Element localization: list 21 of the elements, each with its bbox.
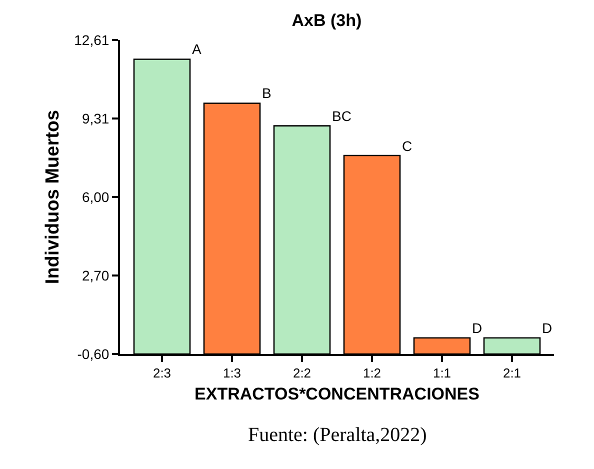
x-axis-title: EXTRACTOS*CONCENTRACIONES: [194, 384, 480, 404]
data-label: BC: [332, 108, 352, 124]
x-tick-label: 2:1: [502, 366, 522, 381]
data-label: A: [192, 41, 202, 57]
x-tick-label: 1:1: [432, 366, 452, 381]
x-tick-label: 2:2: [292, 366, 312, 381]
x-tick-label: 2:3: [152, 366, 172, 381]
data-label: B: [262, 85, 272, 101]
data-label: D: [472, 320, 482, 336]
y-tick-label: -0,60: [77, 346, 110, 362]
data-label: D: [542, 320, 552, 336]
y-axis-title: Individuos Muertos: [42, 110, 64, 284]
y-tick-label: 6,00: [82, 189, 110, 206]
x-tick-label: 1:3: [222, 366, 242, 381]
data-label: C: [402, 138, 412, 154]
y-tick-label: 12,61: [74, 32, 110, 48]
y-tick-label: 2,70: [82, 267, 110, 284]
x-tick-label: 1:2: [362, 366, 382, 381]
chart-title: AxB (3h): [292, 10, 362, 30]
source-note: Fuente: (Peralta,2022): [248, 424, 427, 446]
y-tick-label: 9,31: [82, 110, 110, 126]
